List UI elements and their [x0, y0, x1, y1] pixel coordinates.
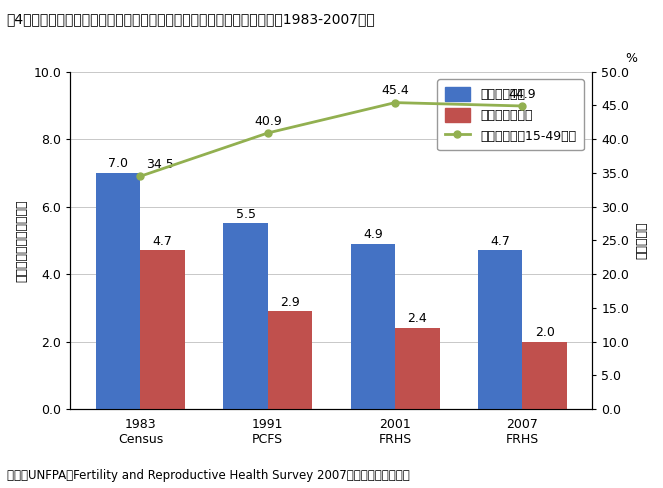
Text: 図4　ミャンマーにおける有配偶出生率、合計特殊出生率、女性未婚率（1983-2007年）: 図4 ミャンマーにおける有配偶出生率、合計特殊出生率、女性未婚率（1983-20… — [7, 12, 375, 26]
Text: 45.4: 45.4 — [381, 84, 409, 97]
Bar — [96, 173, 141, 409]
Y-axis label: 女性未婚率: 女性未婚率 — [635, 222, 648, 259]
Text: 34.5: 34.5 — [146, 158, 174, 171]
Text: 2.0: 2.0 — [535, 326, 555, 339]
Text: %: % — [625, 52, 637, 64]
Bar — [223, 224, 268, 409]
Text: 2.9: 2.9 — [280, 296, 300, 308]
Text: 4.7: 4.7 — [490, 235, 510, 248]
Bar — [268, 311, 312, 409]
Text: 7.0: 7.0 — [108, 157, 128, 170]
Text: 4.9: 4.9 — [363, 228, 383, 241]
Bar — [478, 250, 522, 409]
Bar — [351, 244, 395, 409]
Y-axis label: 有配偶／合計特殊出生率: 有配偶／合計特殊出生率 — [15, 199, 28, 282]
Text: 出典：UNFPA「Fertility and Reproductive Health Survey 2007」より大和総研作成: 出典：UNFPA「Fertility and Reproductive Heal… — [7, 469, 409, 482]
Bar — [522, 342, 567, 409]
Bar — [395, 328, 440, 409]
Legend: 有配偶出生率, 合計特殊出生率, 女性未婚率（15-49歳）: 有配偶出生率, 合計特殊出生率, 女性未婚率（15-49歳） — [438, 80, 583, 150]
Bar — [141, 250, 185, 409]
Text: 5.5: 5.5 — [235, 208, 255, 221]
Text: 2.4: 2.4 — [408, 312, 427, 325]
Text: 4.7: 4.7 — [152, 235, 172, 248]
Text: 40.9: 40.9 — [254, 115, 282, 127]
Text: 44.9: 44.9 — [509, 87, 536, 101]
